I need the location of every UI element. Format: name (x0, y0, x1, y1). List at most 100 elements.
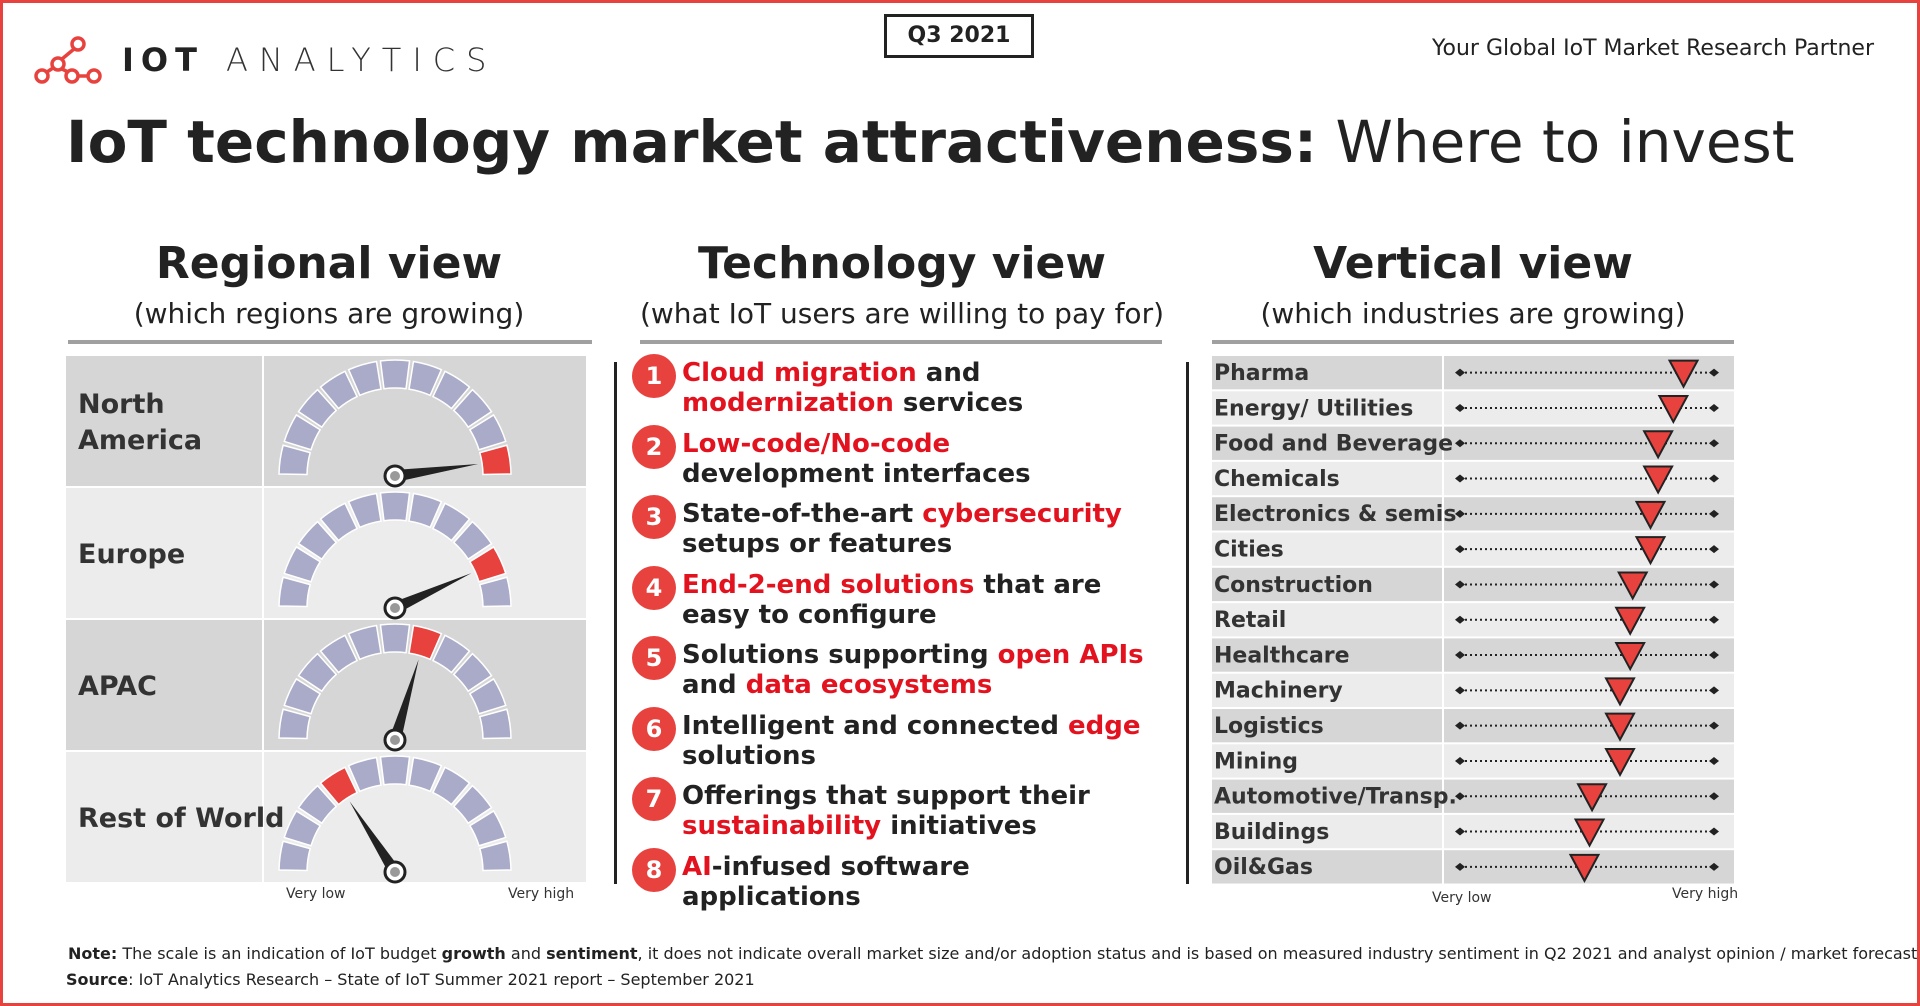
industry-name-8: Healthcare (1214, 643, 1350, 668)
tech-number-badge: 5 (632, 636, 676, 680)
gauge-segment-1-9 (468, 545, 507, 583)
region-name-1-0: Europe (78, 539, 185, 570)
industry-name-10: Logistics (1214, 714, 1324, 739)
gauge-segment-1-1 (283, 545, 322, 583)
page-title: IoT technology market attractiveness: Wh… (66, 108, 1795, 176)
gauge-segment-2-6 (408, 624, 443, 661)
note-text-2: and (505, 944, 547, 963)
source-text: : IoT Analytics Research – State of IoT … (128, 970, 755, 989)
region-name-2-0: APAC (78, 671, 157, 702)
industry-scale-start-8 (1455, 651, 1465, 660)
industry-marker-11 (1604, 747, 1636, 778)
industry-marker-5 (1634, 536, 1667, 566)
tech-text: solutions (682, 740, 816, 771)
industry-scale-end-1 (1709, 403, 1719, 412)
region-name-0-0: North (78, 389, 165, 420)
industry-name-3: Chemicals (1214, 467, 1340, 492)
gauge-segment-2-5 (379, 623, 411, 654)
tech-item-text: Low-code/No-code development interfaces (682, 429, 1150, 489)
industry-scale-end-4 (1709, 509, 1719, 518)
industry-label-cell-8 (1212, 638, 1442, 672)
industry-scale-start-4 (1455, 509, 1465, 518)
logo-text-iot: IOT (122, 41, 204, 79)
gauge-segment-2-8 (452, 652, 493, 693)
gauge-segment-0-0 (278, 444, 312, 476)
tech-highlight: End-2-end solutions (682, 569, 975, 600)
tech-highlight: AI (682, 851, 712, 882)
note-label: Note: (68, 944, 118, 963)
note-sentiment: sentiment (546, 944, 638, 963)
source-line: Source: IoT Analytics Research – State o… (66, 970, 755, 989)
gauge-segment-0-8 (452, 388, 493, 429)
industry-label-cell-7 (1212, 603, 1442, 637)
technology-header: Technology view (what IoT users are will… (634, 238, 1170, 330)
industry-label-cell-0 (1212, 356, 1442, 390)
industry-scale-start-5 (1455, 545, 1465, 554)
gauge-scale-high: Very high (508, 886, 574, 902)
gauge-segment-1-0 (278, 576, 312, 608)
tech-text: and (682, 670, 746, 700)
tech-text: -infused software applications (682, 851, 970, 912)
tech-item-2: 2 Low-code/No-code development interfaces (630, 424, 1150, 489)
tech-highlight: Cloud migration (682, 358, 917, 388)
gauge-hub-inner-1 (390, 603, 400, 613)
industry-marker-12 (1576, 783, 1608, 813)
industry-label-cell-1 (1212, 391, 1442, 425)
gauge-segment-2-2 (297, 652, 338, 693)
industry-scale-start-10 (1455, 721, 1465, 730)
technology-rule (640, 340, 1162, 344)
technology-heading: Technology view (697, 238, 1107, 289)
industry-name-4: Electronics & semis (1214, 502, 1456, 527)
tech-text: initiatives (881, 811, 1037, 841)
region-name-3-0: Rest of World (78, 803, 284, 834)
tech-highlight: data ecosystems (745, 670, 993, 700)
gauge-segment-3-2 (297, 784, 338, 825)
gauge-segment-2-9 (468, 677, 507, 715)
note-text-1: The scale is an indication of IoT budget (117, 944, 442, 963)
gauge-hub-inner-3 (390, 867, 400, 877)
industry-marker-2 (1642, 430, 1674, 460)
title-normal: Where to invest (1335, 108, 1795, 176)
industry-name-2: Food and Beverage (1214, 432, 1453, 457)
region-name-0-1: America (78, 425, 202, 456)
tech-text: Offerings that support their (682, 781, 1090, 811)
tech-item-text: Intelligent and connected edge solutions (682, 711, 1150, 771)
gauge-segment-2-0 (278, 708, 312, 740)
industry-marker-4 (1634, 500, 1667, 530)
tech-highlight: edge (1068, 710, 1141, 741)
industry-name-13: Buildings (1214, 820, 1329, 845)
industry-scale-start-13 (1455, 827, 1465, 836)
gauge-segment-3-4 (347, 756, 382, 793)
gauge-segment-1-7 (431, 502, 471, 542)
source-label: Source (66, 970, 129, 989)
industry-label-cell-14 (1212, 850, 1442, 884)
industry-scale-start-2 (1455, 439, 1465, 448)
industry-scale-start-6 (1455, 580, 1465, 589)
tech-highlight: open APIs (997, 640, 1144, 670)
tech-item-text: Offerings that support their sustainabil… (682, 781, 1150, 841)
industry-name-5: Cities (1214, 538, 1284, 563)
industry-scale-start-1 (1455, 403, 1465, 412)
gauge-segment-3-1 (283, 809, 322, 847)
note-text-3: , it does not indicate overall market si… (637, 944, 1918, 963)
gauge-needle-1 (392, 573, 472, 614)
gauge-needle-0 (394, 464, 479, 482)
industry-scale-start-3 (1455, 474, 1465, 483)
gauge-segment-3-5 (379, 755, 411, 786)
gauge-needle-3 (349, 801, 401, 876)
industry-scale-end-12 (1709, 792, 1719, 801)
tech-text: services (893, 388, 1024, 418)
tech-highlight: modernization (682, 388, 894, 418)
industry-marker-10 (1604, 712, 1636, 742)
regional-subheading: (which regions are growing) (133, 297, 525, 330)
gauge-segment-3-8 (452, 784, 493, 825)
region-label-cell-2 (66, 620, 262, 750)
industry-marker-9 (1604, 677, 1636, 707)
vertical-rule (1212, 340, 1734, 344)
gauge-segment-0-9 (468, 413, 507, 451)
industry-marker-0 (1667, 359, 1700, 389)
tech-item-text: AI-infused software applications (682, 852, 1150, 912)
gauge-segment-1-6 (408, 492, 443, 529)
gauge-segment-0-4 (347, 360, 382, 397)
gauge-segment-3-7 (431, 766, 471, 806)
